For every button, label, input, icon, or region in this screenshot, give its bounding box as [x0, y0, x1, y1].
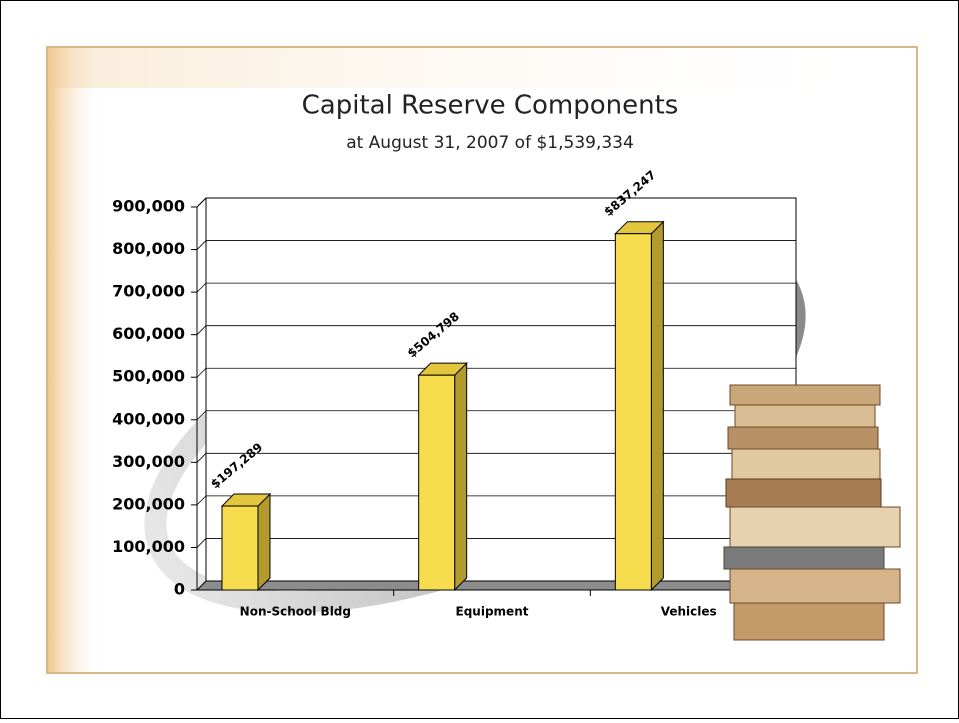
grid-side [196, 282, 207, 293]
bar [614, 233, 652, 591]
x-tick-label: Non-School Bldg [240, 605, 351, 619]
y-tick-label: 900,000 [112, 197, 185, 216]
grid-side [196, 240, 207, 250]
books [723, 384, 901, 641]
bar [221, 505, 259, 591]
y-tick-label: 500,000 [112, 367, 185, 386]
bar-side [650, 220, 664, 592]
bar [418, 374, 456, 591]
grid-side [196, 325, 207, 335]
chart-title: Capital Reserve Components [302, 91, 679, 121]
bar-side [257, 492, 271, 592]
y-tick-label: 600,000 [112, 324, 185, 343]
chart-subtitle: at August 31, 2007 of $1,539,334 [346, 133, 634, 153]
grid-side [196, 453, 207, 463]
plot: 0 100,000 200,000 300,000 400,000 500,000 600,… [112, 168, 798, 619]
floor [195, 580, 798, 591]
grid-side [196, 197, 207, 208]
y-tick-label: 700,000 [112, 282, 185, 301]
frame-gradient [48, 48, 103, 672]
y-tick-label: 300,000 [112, 452, 185, 471]
annotation: Text [564, 506, 606, 530]
y-tick-label: 400,000 [112, 409, 185, 428]
y-tick-label: 200,000 [112, 494, 185, 513]
back-wall [205, 197, 797, 582]
bar-side [454, 361, 468, 592]
y-tick-label: 100,000 [112, 537, 185, 556]
grid-side [196, 367, 207, 378]
y-tick-label: 800,000 [112, 239, 185, 258]
grid-side [196, 495, 207, 506]
grid-side [196, 410, 207, 421]
frame-top [48, 48, 916, 88]
grid-side [196, 538, 207, 548]
x-tick-label: Vehicles [661, 605, 717, 619]
y-tick-label: 0 [174, 580, 185, 599]
x-tick-label: Equipment [456, 605, 529, 619]
